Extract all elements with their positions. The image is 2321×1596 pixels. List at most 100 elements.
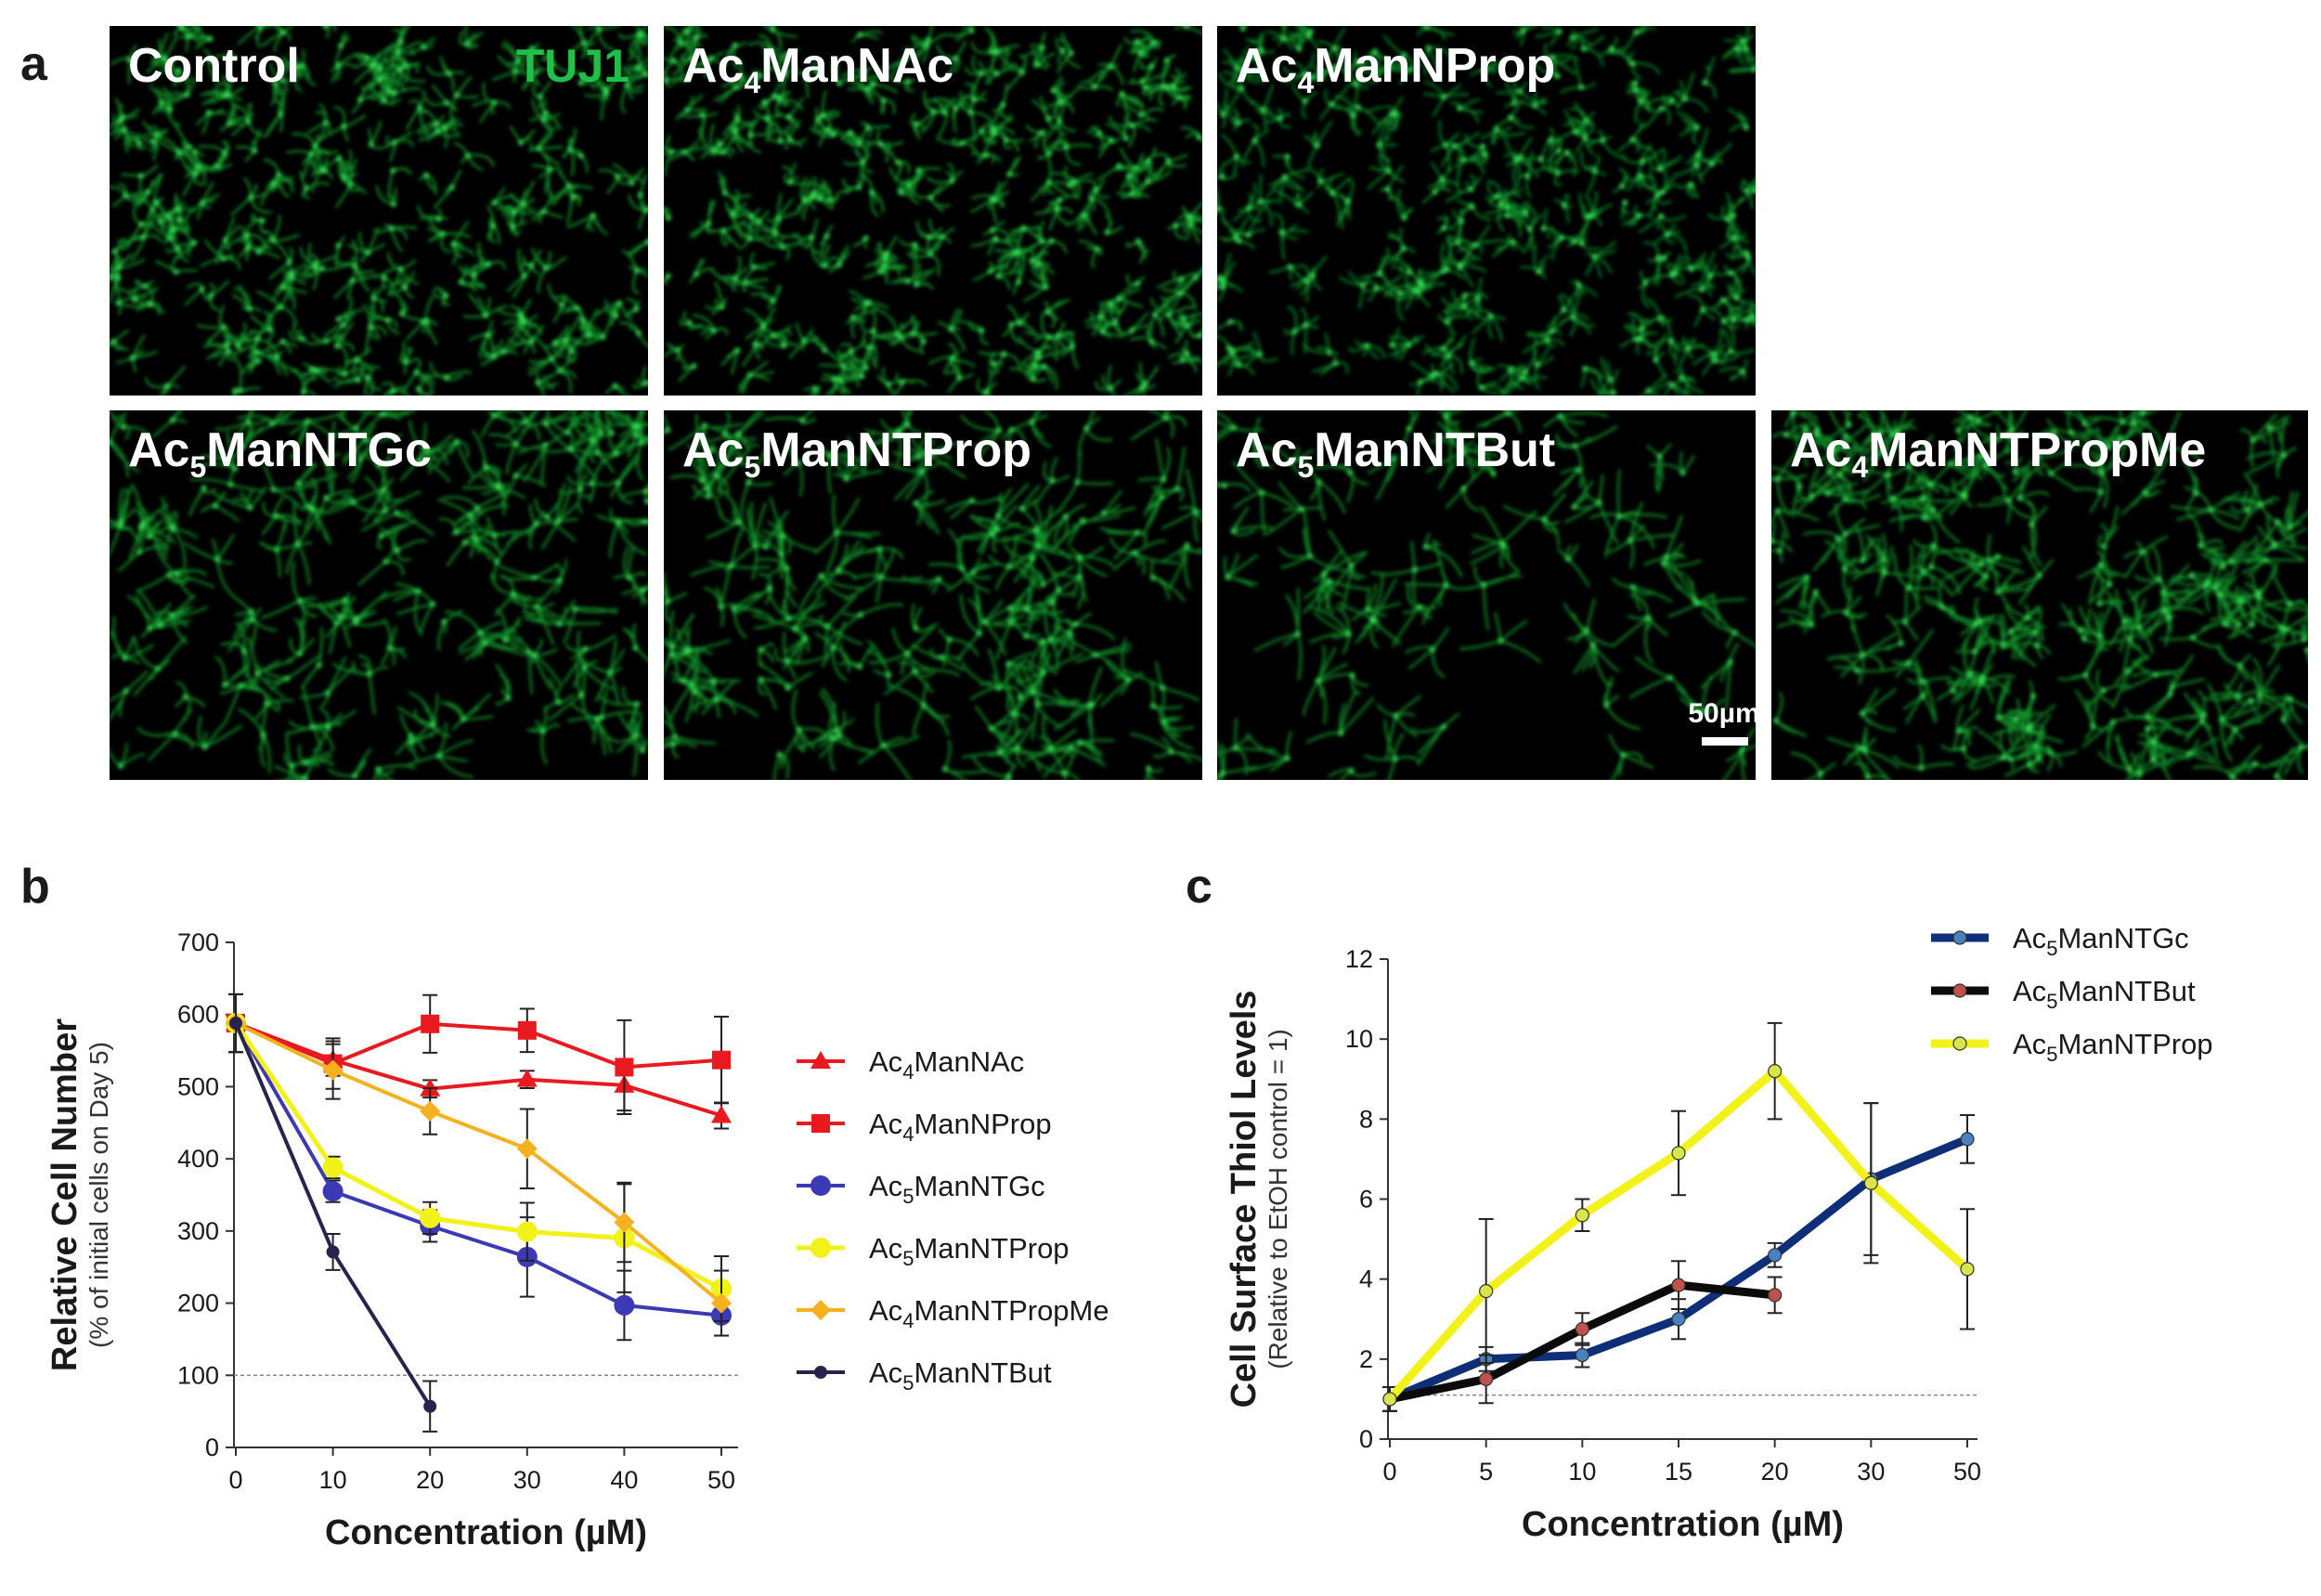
subscript-text: 5 (2046, 1043, 2057, 1066)
label-text: Ac (2013, 1028, 2046, 1060)
y-tick-label: 400 (177, 1145, 219, 1173)
data-point (1960, 1262, 1975, 1277)
x-tick-label: 30 (513, 1466, 541, 1494)
label-text: Ac (1236, 423, 1297, 477)
data-point (1575, 1208, 1589, 1223)
label-text: ManNTPropMe (914, 1294, 1109, 1327)
neuron-cells (1217, 26, 1756, 396)
legend-item: Ac5ManNTGc (797, 1170, 1045, 1208)
x-axis-title: Concentration (µM) (1522, 1505, 1844, 1544)
legend-item: Ac5ManNTGc (1931, 922, 2189, 960)
micrograph-ac4manntpropme: Ac4ManNTPropMe (1771, 410, 2308, 780)
x-tick-label: 10 (319, 1466, 347, 1494)
cell-bodies (1771, 410, 2308, 780)
subscript-text: 4 (744, 66, 760, 99)
data-point (322, 1181, 344, 1202)
label-text: ManNAc (760, 39, 953, 93)
micrograph-label: Ac5ManNTBut (1236, 423, 1555, 484)
micrograph-control: Control TUJ1 (110, 26, 648, 396)
data-point (1768, 1288, 1783, 1303)
data-point (1479, 1283, 1494, 1299)
label-text: ManNTProp (2057, 1028, 2212, 1060)
legend-item: Ac4ManNProp (797, 1108, 1052, 1146)
x-tick-label: 5 (1479, 1458, 1493, 1486)
series-ac4manntpropme (226, 993, 732, 1337)
micrograph-label: Ac5ManNTProp (682, 423, 1031, 484)
x-tick-label: 0 (228, 1466, 242, 1494)
label-text: Ac (128, 423, 189, 477)
data-point (420, 1100, 441, 1122)
micrograph-ac5manntgc: Ac5ManNTGc (110, 410, 648, 780)
data-point (420, 1207, 441, 1228)
data-point (421, 1014, 440, 1033)
micrograph-label: Ac4ManNTPropMe (1790, 423, 2206, 484)
data-point (614, 1212, 635, 1233)
scale-bar (1702, 737, 1748, 746)
label-text: ManNTBut (1314, 423, 1555, 477)
x-tick-label: 30 (1857, 1458, 1885, 1486)
subscript-text: 4 (902, 1309, 914, 1332)
legend-item: Ac4ManNTPropMe (797, 1294, 1109, 1332)
label-text: ManNTGc (206, 423, 432, 477)
x-tick-label: 0 (1382, 1458, 1396, 1486)
legend-label: Ac5ManNTGc (869, 1170, 1045, 1208)
subscript-text: 5 (189, 450, 206, 484)
neuron-cells (664, 26, 1202, 396)
label-text: ManNTGc (2057, 922, 2188, 954)
micrograph-grid: Control TUJ1 Ac4ManNAc Ac4ManNPropAc5ManNTG… (110, 26, 2308, 780)
panel-letter-c: c (1186, 860, 1212, 914)
data-point (229, 1017, 242, 1031)
data-point (1671, 1146, 1686, 1161)
x-tick-label: 20 (416, 1466, 444, 1494)
neuron-cells (110, 26, 648, 396)
neuron-cells (1771, 410, 2308, 780)
data-point (615, 1058, 634, 1077)
neurite-network (1217, 26, 1756, 396)
series-line (234, 1021, 722, 1317)
data-point (1382, 1392, 1397, 1407)
subscript-text: 5 (902, 1185, 914, 1208)
data-point (814, 1366, 827, 1379)
legend-label: Ac5ManNTBut (2013, 975, 2196, 1013)
y-axis-subtitle: (Relative to EtOH control = 1) (1264, 1029, 1292, 1369)
label-text: Control (128, 39, 300, 93)
data-point (1575, 1347, 1589, 1363)
data-point (712, 1050, 731, 1070)
label-text: Ac (1236, 39, 1297, 93)
series-line (235, 1021, 722, 1070)
legend-label: Ac5ManNTGc (2013, 922, 2189, 960)
y-tick-label: 100 (177, 1361, 219, 1389)
y-tick-label: 700 (177, 928, 219, 956)
y-tick-label: 10 (1345, 1025, 1373, 1053)
label-text: Ac (1790, 423, 1851, 477)
data-point (1952, 1036, 1967, 1051)
legend-item: Ac5ManNTBut (1931, 975, 2196, 1013)
micrograph-ac4mannprop: Ac4ManNProp (1217, 26, 1756, 396)
y-tick-label: 4 (1359, 1265, 1373, 1293)
micrograph-label: Ac4ManNAc (682, 39, 953, 99)
data-point (1952, 983, 1967, 998)
y-axis-title: Cell Surface Thiol Levels (1225, 991, 1264, 1408)
data-point (810, 1300, 831, 1320)
label-text: ManNTProp (760, 423, 1031, 477)
data-point (1952, 930, 1967, 945)
y-tick-label: 2 (1359, 1345, 1373, 1373)
data-point (326, 1245, 340, 1259)
label-text: Ac (869, 1170, 902, 1202)
legend-label: Ac5ManNTBut (869, 1356, 1052, 1395)
label-text: ManNTPropMe (1868, 423, 2206, 477)
legend-item: Ac5ManNTBut (797, 1356, 1052, 1395)
neurite-network (110, 410, 648, 780)
micrograph-ac5manntprop: Ac5ManNTProp (664, 410, 1202, 780)
label-text: Ac (869, 1294, 902, 1327)
x-tick-label: 40 (610, 1466, 638, 1494)
micrograph-label: Control (128, 39, 300, 93)
y-tick-label: 500 (177, 1072, 219, 1100)
subscript-text: 4 (902, 1060, 914, 1083)
data-point (1479, 1371, 1494, 1386)
micrograph-ac4mannac: Ac4ManNAc (664, 26, 1202, 396)
subscript-text: 5 (2046, 937, 2057, 960)
data-point (810, 1175, 831, 1196)
y-tick-label: 200 (177, 1290, 219, 1317)
